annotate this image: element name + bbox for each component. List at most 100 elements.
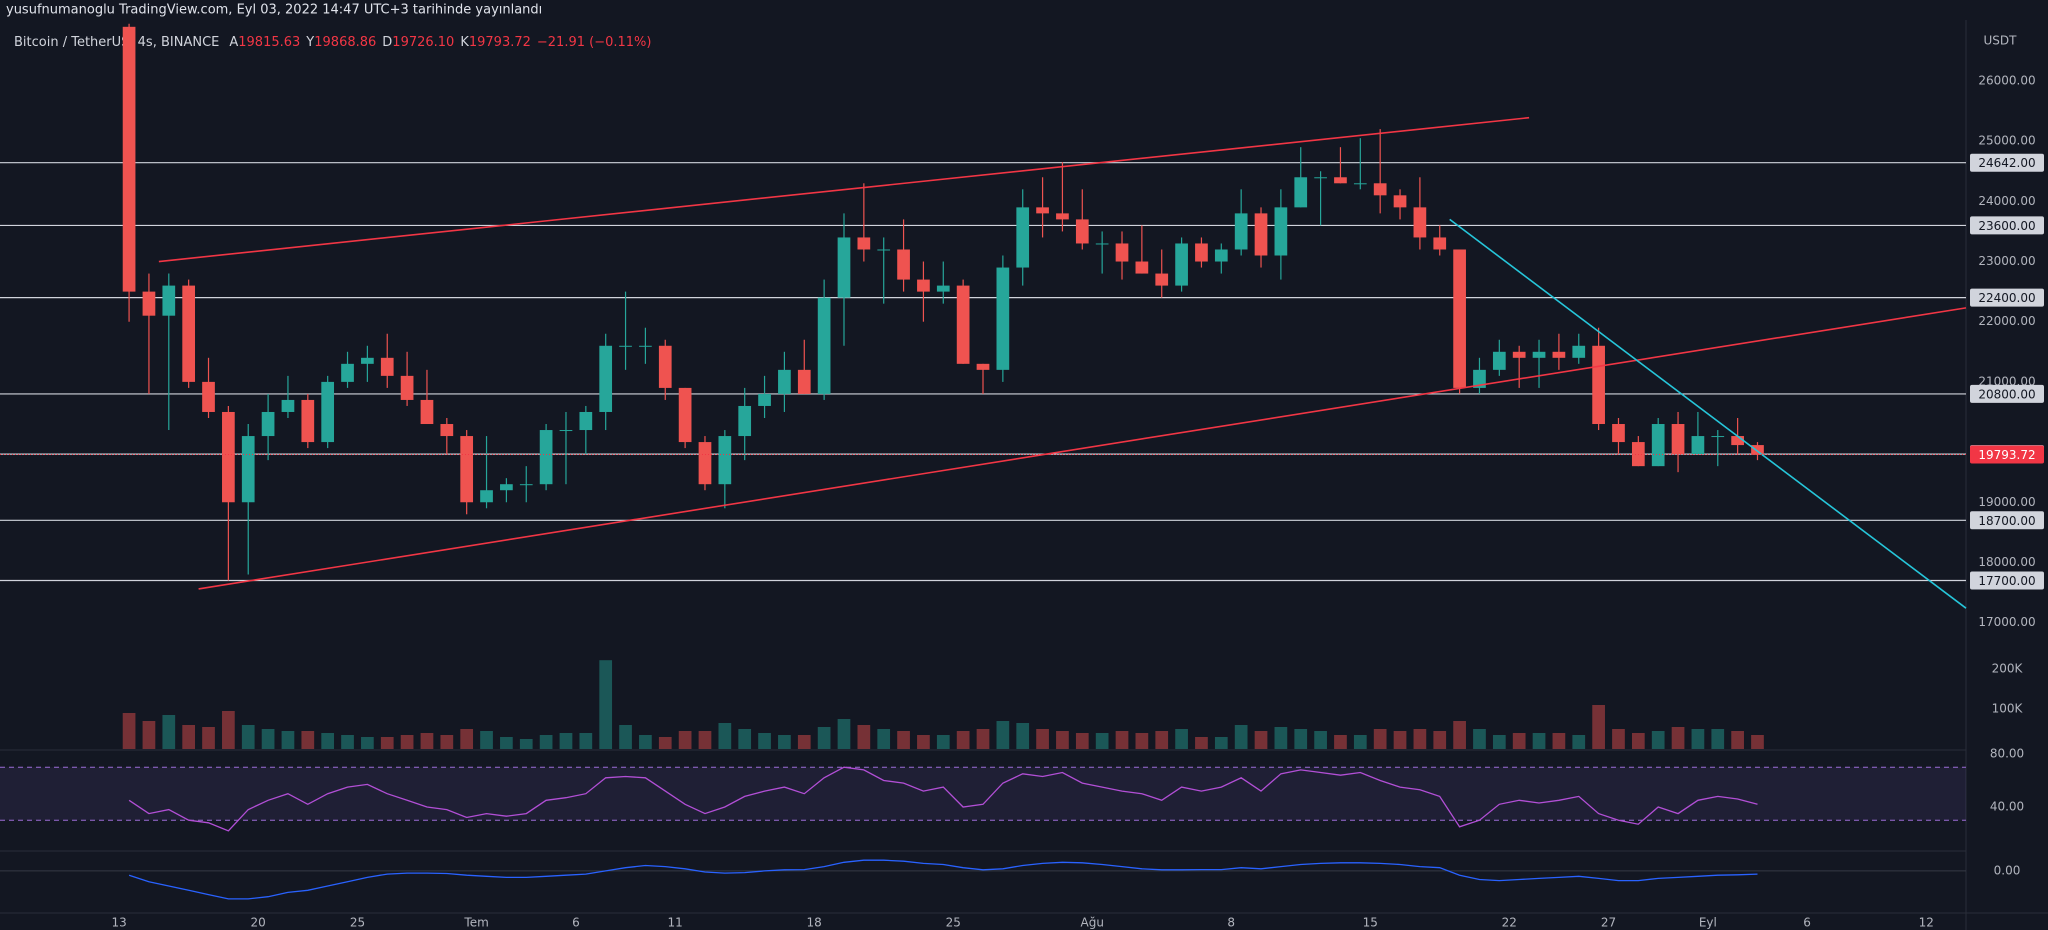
candle-body [698, 442, 712, 485]
legend-value: 19815.63 [238, 35, 300, 50]
volume-bar [1373, 729, 1387, 749]
candle-body [341, 363, 354, 382]
candle-body [460, 436, 474, 503]
candle-body [1671, 424, 1685, 455]
volume-bar [1651, 731, 1665, 749]
candle-body [142, 291, 156, 316]
candle-body [1453, 249, 1466, 388]
trendline [1449, 218, 1967, 609]
candle-body [1274, 207, 1288, 256]
candle-body [1175, 243, 1188, 286]
legend-title: Bitcoin / TetherUS, 4s, BINANCE [14, 35, 219, 50]
volume-bar [361, 737, 374, 749]
candle-body [1552, 351, 1566, 358]
volume-bar [718, 723, 732, 749]
level-box [1970, 153, 2044, 172]
last-price-box [1970, 445, 2044, 464]
volume-bar [380, 737, 394, 749]
candle-body [1155, 273, 1169, 286]
y-tick-label: 26000.00 [1978, 73, 2035, 87]
rsi-line [128, 766, 1758, 832]
candle-body [797, 369, 811, 394]
candle-body [996, 267, 1010, 370]
volume-bar [1214, 737, 1228, 749]
candle-body [1314, 177, 1327, 179]
candle-body [222, 411, 235, 503]
volume-bar [1592, 705, 1605, 749]
volume-bar [1512, 733, 1526, 749]
candle-body [619, 345, 632, 347]
y-tick-label: 24000.00 [1978, 194, 2035, 208]
y-tick-label: 18000.00 [1978, 555, 2035, 569]
x-tick-label: 11 [668, 916, 683, 930]
volume-bar [1294, 729, 1308, 749]
candle-body [1353, 183, 1367, 185]
level-label: 17700.00 [1978, 574, 2035, 588]
candle-body [361, 357, 374, 364]
y-tick-label: 21000.00 [1978, 374, 2035, 388]
level-label: 22400.00 [1978, 291, 2035, 305]
volume-bar [1095, 733, 1109, 749]
candle-body [519, 484, 533, 486]
legend-key: Y [305, 35, 314, 50]
x-tick-label: 20 [251, 916, 266, 930]
level-box [1970, 571, 2044, 590]
volume-bar [539, 735, 553, 749]
volume-bar [738, 729, 752, 749]
candle-body [1393, 195, 1407, 208]
candle-body [897, 249, 910, 280]
candle-body [1691, 436, 1705, 455]
x-tick-label: 8 [1227, 916, 1235, 930]
candle-body [917, 279, 930, 292]
candle-body [956, 285, 970, 364]
candle-body [718, 436, 732, 485]
x-tick-label: Ağu [1081, 916, 1104, 930]
volume-bar [1254, 731, 1268, 749]
volume-bar [1751, 735, 1764, 749]
candle-body [182, 285, 196, 382]
volume-bar [1413, 729, 1427, 749]
candle-body [1751, 445, 1764, 455]
candle-body [778, 369, 791, 394]
candle-body [1731, 436, 1744, 446]
level-label: 23600.00 [1978, 219, 2035, 233]
volume-bar [559, 733, 573, 749]
rsi-tick-label: 40.00 [1990, 799, 2024, 813]
volume-bar [1135, 733, 1149, 749]
volume-bar [1552, 733, 1566, 749]
volume-bar [897, 731, 910, 749]
candle-body [678, 387, 692, 443]
candle-body [639, 345, 652, 347]
candle-body [1195, 243, 1208, 262]
x-tick-label: 27 [1601, 916, 1616, 930]
legend-key: A [229, 35, 238, 50]
candle-body [817, 297, 831, 394]
volume-bar [1631, 733, 1645, 749]
volume-bar [579, 733, 593, 749]
volume-bar [400, 735, 414, 749]
candle-body [440, 424, 454, 437]
volume-bar [678, 731, 692, 749]
candle-body [539, 430, 553, 485]
volume-bar [1731, 731, 1744, 749]
volume-bar [857, 725, 871, 749]
volume-bar [1274, 727, 1288, 749]
candle-body [380, 357, 394, 376]
candle-body [837, 237, 851, 298]
candle-body [1433, 237, 1447, 250]
volume-bar [122, 713, 136, 749]
volume-bar [261, 729, 275, 749]
level-label: 18700.00 [1978, 514, 2035, 528]
candle-body [1334, 177, 1347, 184]
candle-body [579, 411, 593, 431]
volume-bar [420, 733, 434, 749]
volume-bar [1492, 735, 1506, 749]
x-tick-label: 6 [572, 916, 580, 930]
level-label: 24642.00 [1978, 156, 2035, 170]
candle-body [936, 285, 950, 292]
x-tick-label: 22 [1502, 916, 1517, 930]
volume-bar [1433, 731, 1447, 749]
candle-body [1234, 213, 1248, 250]
x-tick-label: Tem [463, 916, 488, 930]
